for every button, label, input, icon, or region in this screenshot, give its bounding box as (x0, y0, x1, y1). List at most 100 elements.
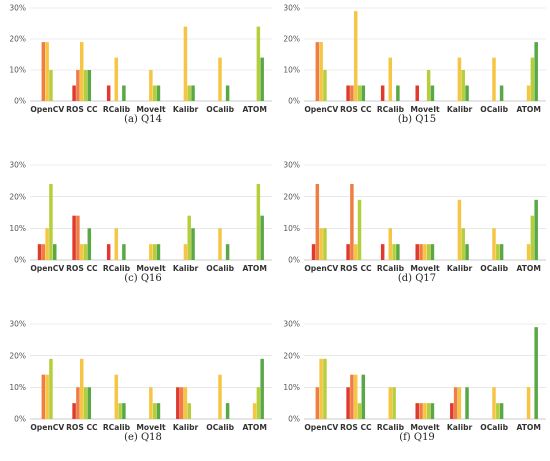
bar (492, 228, 496, 260)
bar (49, 358, 53, 419)
bar (45, 374, 49, 419)
bar (152, 403, 157, 419)
bar (114, 228, 119, 260)
bar (346, 244, 350, 260)
bar (37, 244, 42, 260)
bar (350, 184, 354, 260)
y-tick-label: 30% (283, 161, 300, 170)
y-tick-label: 20% (283, 192, 300, 201)
bar (45, 228, 49, 260)
bar (156, 244, 161, 260)
bar (319, 228, 323, 260)
x-category-label: RCalib (103, 105, 131, 114)
bar (353, 374, 358, 419)
subfigure-caption: (e) Q18 (124, 432, 162, 443)
bar (218, 374, 222, 419)
y-tick-label: 0% (288, 415, 300, 424)
bar (118, 403, 122, 419)
bar (430, 403, 435, 419)
x-category-label: OpenCV (30, 264, 64, 273)
bar (83, 70, 88, 101)
x-category-label: Kalibr (447, 423, 473, 432)
bar (122, 85, 126, 101)
bar (183, 244, 188, 260)
bar (225, 244, 230, 260)
x-category-label: RCalib (103, 423, 131, 432)
bar (260, 57, 264, 101)
x-category-label: ROS CC (66, 423, 98, 432)
bar (499, 85, 504, 101)
x-category-label: MoveIt (136, 105, 166, 114)
x-category-label: MoveIt (136, 264, 166, 273)
bar (122, 403, 126, 419)
x-category-label: ROS CC (340, 264, 372, 273)
y-tick-label: 10% (283, 224, 300, 233)
bar (256, 387, 261, 419)
bar (79, 358, 84, 419)
bar (152, 244, 157, 260)
x-category-label: ATOM (242, 423, 266, 432)
bar (492, 387, 496, 419)
bar (187, 403, 191, 419)
bar (380, 244, 385, 260)
bar (256, 26, 261, 102)
x-category-label: OCalib (206, 105, 234, 114)
bar (252, 403, 257, 419)
bar (122, 244, 126, 260)
bar (191, 228, 195, 260)
x-category-label: MoveIt (136, 423, 166, 432)
x-category-label: RCalib (377, 264, 405, 273)
bar (346, 387, 350, 419)
x-category-label: Kalibr (173, 423, 199, 432)
x-category-label: OCalib (206, 423, 234, 432)
bar (41, 42, 46, 101)
bar (72, 215, 76, 260)
x-category-label: RCalib (103, 264, 131, 273)
x-category-label: Kalibr (173, 105, 199, 114)
bar (106, 85, 111, 101)
bar (457, 199, 462, 260)
bar (353, 244, 358, 260)
bar (388, 57, 393, 101)
bar (353, 11, 358, 102)
bar (496, 403, 500, 419)
y-tick-label: 10% (9, 224, 26, 233)
bar (499, 403, 504, 419)
chart-panel: 0% 10% 20% 30% OpenCV ROS CC RCalib MoveIt Kalib… (9, 4, 272, 125)
bar (423, 244, 427, 260)
subfigure-caption: (d) Q17 (398, 273, 436, 284)
bar (49, 184, 53, 260)
bar (396, 85, 400, 101)
x-category-label: Kalibr (447, 264, 473, 273)
bar (83, 244, 88, 260)
bar (114, 374, 119, 419)
bar (323, 70, 327, 101)
bar (419, 244, 423, 260)
bar (350, 85, 354, 101)
bar (76, 70, 80, 101)
x-category-label: ATOM (516, 264, 540, 273)
bar (526, 387, 531, 419)
x-category-label: RCalib (377, 423, 405, 432)
y-tick-label: 10% (283, 66, 300, 75)
x-category-label: Kalibr (173, 264, 199, 273)
y-tick-label: 30% (9, 4, 26, 13)
x-category-label: OpenCV (30, 423, 64, 432)
bar (76, 215, 80, 260)
bar (465, 387, 469, 419)
y-tick-label: 10% (283, 383, 300, 392)
x-category-label: OCalib (480, 264, 508, 273)
bar (319, 358, 323, 419)
bar (461, 70, 465, 101)
bar (453, 387, 458, 419)
bar (87, 228, 92, 260)
bar (430, 244, 435, 260)
chart-panel: 0% 10% 20% 30% OpenCV ROS CC RCalib MoveIt Kalib… (283, 320, 546, 443)
bar (41, 374, 46, 419)
chart-panel: 0% 10% 20% 30% OpenCV ROS CC RCalib MoveIt Kalib… (9, 161, 272, 284)
bar (218, 57, 222, 101)
y-tick-label: 10% (9, 383, 26, 392)
bar (534, 42, 538, 101)
bar (323, 228, 327, 260)
